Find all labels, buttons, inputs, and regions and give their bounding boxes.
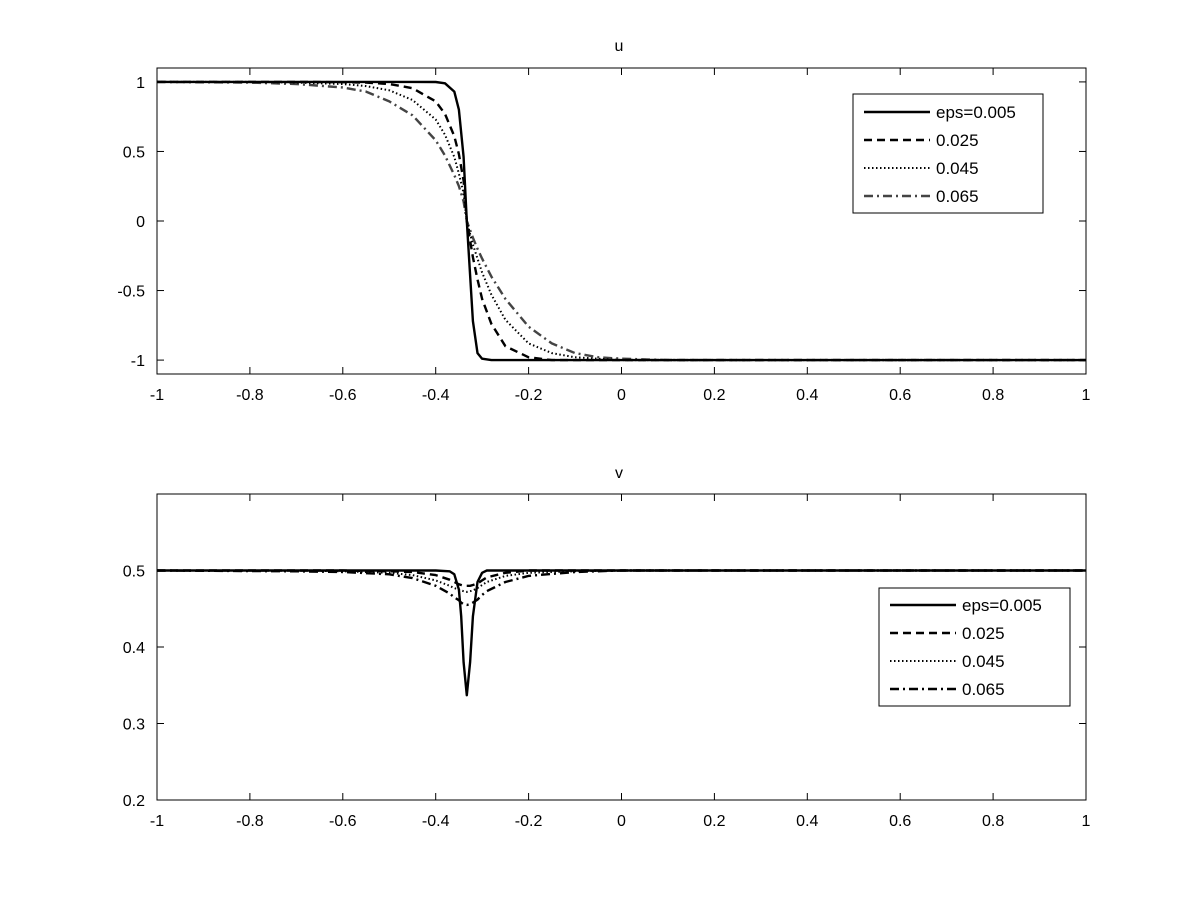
series-line-0-045 <box>157 80 1086 362</box>
y-tick-label: 0.2 <box>123 793 145 810</box>
y-tick-label: 0.4 <box>123 640 145 657</box>
series-layer-v <box>156 569 1086 697</box>
x-tick-label: 0.6 <box>889 813 911 830</box>
x-tick-label: 0 <box>617 813 626 830</box>
x-tick-label: 1 <box>1082 387 1091 404</box>
x-tick-label: -0.2 <box>515 387 543 404</box>
x-tick-label: 0.4 <box>796 387 818 404</box>
legend-label-eps-0-005: eps=0.005 <box>936 103 1016 122</box>
tick-layer-u: -1 -0.8 -0.6 -0.4 -0.2 0 0.2 0.4 0.6 0.8 1 -1 -0.5 0 0… <box>117 68 1091 404</box>
chart-title-u: u <box>615 38 624 55</box>
x-tick-label: -0.8 <box>236 387 264 404</box>
series-line-eps-0-005 <box>157 80 1086 362</box>
x-tick-label: 0.2 <box>703 387 725 404</box>
x-tick-label: 0 <box>617 387 626 404</box>
legend-label-v-0-065: 0.065 <box>962 680 1005 699</box>
x-tick-label: 0.4 <box>796 813 818 830</box>
x-tick-label: 0.8 <box>982 387 1004 404</box>
y-tick-label: 0 <box>136 214 145 231</box>
axes-v: v -1 -0.8 -0.6 -0.4 -0.2 0 0.2 0.4 0.6 0.8 1 0.2 0.3… <box>123 465 1091 830</box>
x-tick-label: 0.6 <box>889 387 911 404</box>
x-tick-label: -0.4 <box>422 813 450 830</box>
x-tick-label: 1 <box>1082 813 1091 830</box>
y-tick-label: 0.5 <box>123 144 145 161</box>
legend-label-v-eps-0-005: eps=0.005 <box>962 596 1042 615</box>
legend-label-0-025: 0.025 <box>936 131 979 150</box>
legend-label-v-0-045: 0.045 <box>962 652 1005 671</box>
x-tick-label: -0.8 <box>236 813 264 830</box>
chart-title-v: v <box>615 465 623 482</box>
x-tick-label: -0.2 <box>515 813 543 830</box>
legend-label-v-0-025: 0.025 <box>962 624 1005 643</box>
legend-label-0-045: 0.045 <box>936 159 979 178</box>
legend-box-u <box>852 93 1044 214</box>
tick-layer-v: -1 -0.8 -0.6 -0.4 -0.2 0 0.2 0.4 0.6 0.8 1 0.2 0.3 0.… <box>123 494 1091 830</box>
x-tick-label: -1 <box>150 387 164 404</box>
x-tick-label: 0.8 <box>982 813 1004 830</box>
legend-v: eps=0.005 0.025 0.045 0.065 <box>878 587 1071 707</box>
legend-box-v <box>878 587 1071 707</box>
legend-label-0-065: 0.065 <box>936 187 979 206</box>
y-tick-label: -1 <box>131 353 145 370</box>
x-tick-label: 0.2 <box>703 813 725 830</box>
x-tick-label: -0.6 <box>329 387 357 404</box>
series-line-0-065 <box>156 80 1086 362</box>
series-layer-u <box>156 80 1086 362</box>
x-tick-label: -0.4 <box>422 387 450 404</box>
y-tick-label: 0.3 <box>123 717 145 734</box>
x-tick-label: -0.6 <box>329 813 357 830</box>
y-tick-label: 1 <box>136 75 145 92</box>
legend-u: eps=0.005 0.025 0.045 0.065 <box>852 93 1044 214</box>
y-tick-label: 0.5 <box>123 564 145 581</box>
series-line-eps-0-005 <box>157 569 1086 697</box>
axes-u: u -1 -0.8 -0.6 -0.4 -0.2 0 0.2 0.4 0.6 0.8 1 -1 -0.5… <box>117 38 1090 404</box>
y-tick-label: -0.5 <box>117 284 145 301</box>
x-tick-label: -1 <box>150 813 164 830</box>
